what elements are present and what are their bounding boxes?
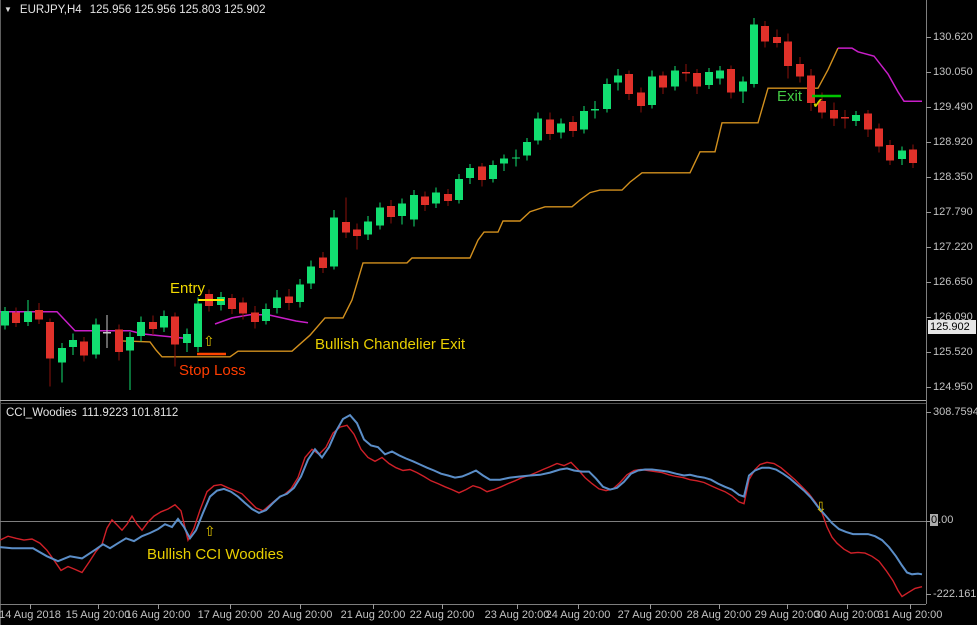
symbol-dropdown-icon[interactable]: ▼ bbox=[4, 5, 12, 14]
time-axis-label: 15 Aug 20:00 bbox=[65, 609, 131, 621]
exit-annotation: Exit bbox=[777, 88, 803, 105]
time-axis-label: 22 Aug 20:00 bbox=[409, 609, 475, 621]
time-axis-label: 14 Aug 2018 bbox=[0, 609, 61, 621]
time-axis-label: 17 Aug 20:00 bbox=[197, 609, 263, 621]
entry-up-arrow-icon: ⇧ bbox=[203, 333, 215, 349]
time-axis-label: 29 Aug 20:00 bbox=[754, 609, 820, 621]
price-axis-label: 126.650 bbox=[933, 276, 973, 288]
price-axis-label: 130.620 bbox=[933, 31, 973, 43]
cci-axis-label: -222.161 bbox=[933, 588, 977, 600]
time-axis-label: 28 Aug 20:00 bbox=[686, 609, 752, 621]
price-axis-label: 128.350 bbox=[933, 171, 973, 183]
cci-zero-marker: 0 bbox=[930, 514, 939, 526]
time-axis-label: 24 Aug 20:00 bbox=[545, 609, 611, 621]
symbol-timeframe-label: EURJPY,H4 bbox=[19, 4, 82, 16]
price-axis-label: 127.220 bbox=[933, 241, 973, 253]
chandelier-annotation: Bullish Chandelier Exit bbox=[315, 336, 466, 353]
stop-loss-annotation: Stop Loss bbox=[179, 362, 246, 379]
indicator-header: CCI_Woodies 111.9223 101.8112 bbox=[6, 407, 183, 419]
price-axis-label: 130.050 bbox=[933, 66, 973, 78]
indicator-values: 111.9223 101.8112 bbox=[81, 407, 179, 419]
indicator-name: CCI_Woodies bbox=[6, 407, 77, 419]
time-axis-label: 27 Aug 20:00 bbox=[617, 609, 683, 621]
cci-up-arrow-icon: ⇧ bbox=[204, 523, 216, 539]
cci-axis-label: 308.7594 bbox=[933, 406, 977, 418]
chart-header: ▼ EURJPY,H4 125.956 125.956 125.803 125.… bbox=[4, 4, 266, 16]
price-axis-label: 128.920 bbox=[933, 136, 973, 148]
price-axis-label: 124.950 bbox=[933, 381, 973, 393]
time-axis-label: 16 Aug 20:00 bbox=[125, 609, 191, 621]
time-axis-label: 21 Aug 20:00 bbox=[340, 609, 406, 621]
entry-annotation: Entry bbox=[170, 280, 206, 297]
price-axis-label: 129.490 bbox=[933, 101, 973, 113]
time-axis-label: 20 Aug 20:00 bbox=[267, 609, 333, 621]
ohlc-quote: 125.956 125.956 125.803 125.902 bbox=[89, 4, 266, 16]
current-price-tag: 125.902 bbox=[928, 320, 976, 334]
time-axis-label: 23 Aug 20:00 bbox=[484, 609, 550, 621]
time-axis-label: 31 Aug 20:00 bbox=[877, 609, 943, 621]
time-axis-label: 30 Aug 20:00 bbox=[814, 609, 880, 621]
cci-down-arrow-icon: ⇩ bbox=[815, 499, 827, 515]
exit-check-icon: ✓ bbox=[812, 95, 824, 111]
cci-zero-label: 0.00 bbox=[930, 514, 954, 526]
cci-annotation: Bullish CCI Woodies bbox=[147, 546, 284, 563]
price-axis-label: 125.520 bbox=[933, 346, 973, 358]
price-axis-label: 127.790 bbox=[933, 206, 973, 218]
